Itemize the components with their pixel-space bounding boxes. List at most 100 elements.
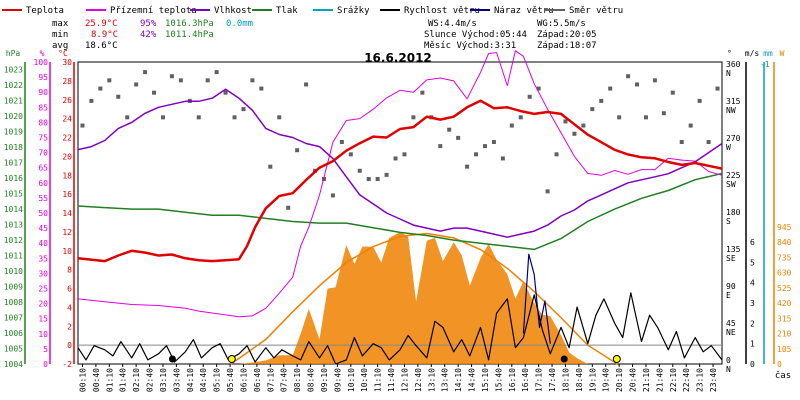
x-tick-label: 12:40 [414, 368, 423, 392]
wind-direction-point [482, 144, 487, 149]
hpa-tick: 1014 [4, 205, 23, 214]
x-tick-label: 18:10 [562, 368, 571, 392]
wind-direction-point [590, 107, 595, 112]
pct-tick: 55 [38, 194, 48, 203]
dir-name-tick: NE [726, 328, 736, 337]
pct-tick: 35 [38, 254, 48, 263]
x-tick-label: 09:40 [333, 368, 342, 392]
wind-direction-point [107, 78, 112, 83]
x-tick-label: 10:40 [360, 368, 369, 392]
legend-label-srazky: Srážky [337, 6, 370, 16]
pct-tick: 0 [43, 360, 48, 369]
stats-min-hum: 42% [140, 30, 157, 40]
sunrise-marker [227, 355, 236, 363]
x-tick-label: 07:10 [266, 368, 275, 392]
wind-direction-point [178, 78, 183, 83]
hpa-tick: 1010 [4, 267, 23, 276]
stats-panel: max 25.9°C 95% 1016.3hPa 0.0mm min 8.9°C… [52, 19, 597, 51]
temp-tick: 20 [62, 152, 72, 161]
x-tick-label: 13:10 [427, 368, 436, 392]
w-tick: 735 [777, 253, 792, 262]
mm-tick: -1 [760, 60, 770, 69]
wind-direction-point [536, 86, 541, 91]
x-tick-label: 17:10 [535, 368, 544, 392]
x-tick-label: 23:10 [696, 368, 705, 392]
wind-direction-point [241, 107, 246, 112]
series-line-naraz [522, 253, 551, 344]
legend-label-smer: Směr větru [569, 6, 623, 16]
stats-max-press: 1016.3hPa [165, 19, 214, 29]
wind-direction-point [438, 144, 443, 149]
hpa-tick: 1009 [4, 283, 23, 292]
dir-name-tick: S [726, 217, 731, 226]
wind-direction-point [509, 123, 514, 128]
wind-direction-point [670, 90, 675, 95]
pct-tick: 65 [38, 164, 48, 173]
stats-avg-temp: 18.6°C [85, 41, 118, 51]
wind-direction-point [599, 98, 604, 103]
x-tick-label: 06:40 [253, 368, 262, 392]
wind-direction-point [491, 140, 496, 144]
wind-direction-point [635, 82, 640, 87]
x-tick-label: 17:40 [548, 368, 557, 392]
wind-direction-point [402, 152, 407, 157]
wind-direction-point [554, 152, 559, 157]
dir-name-tick: W [726, 143, 731, 152]
stats-max-label: max [52, 19, 69, 29]
wind-direction-point [214, 70, 219, 75]
wind-direction-point [295, 148, 300, 153]
wind-direction-point [80, 123, 85, 128]
stats-min-temp: 8.9°C [91, 30, 118, 40]
stats-max-hum: 95% [140, 19, 157, 29]
x-tick-label: 16:10 [508, 368, 517, 392]
wind-direction-point [125, 115, 130, 120]
x-tick-label: 18:40 [575, 368, 584, 392]
wind-direction-point [259, 86, 264, 91]
wind-direction-point [98, 86, 103, 91]
ms-tick: 4 [750, 279, 755, 288]
series-line-vlhkost [77, 88, 723, 238]
wind-direction-point [465, 164, 470, 169]
ms-tick: 2 [750, 319, 755, 328]
x-tick-label: 16:40 [521, 368, 530, 392]
wind-direction-point [268, 164, 273, 169]
wind-direction-point [500, 156, 505, 161]
hpa-tick: 1015 [4, 190, 23, 199]
x-tick-label: 22:40 [682, 368, 691, 392]
x-tick-label: 11:40 [387, 368, 396, 392]
temp-tick: 6 [67, 285, 72, 294]
dir-tick: 0 [726, 356, 731, 365]
x-tick-label: 10:10 [347, 368, 356, 392]
wind-direction-point [160, 115, 165, 120]
ms-tick: 6 [750, 238, 755, 247]
pct-tick: 25 [38, 285, 48, 294]
series-line-teplota [77, 99, 723, 263]
x-tick-label: 13:40 [441, 368, 450, 392]
wind-direction-point [527, 94, 532, 99]
wind-direction-point [357, 168, 362, 173]
x-tick-label: 03:40 [172, 368, 181, 392]
ms-axis-unit: m/s [745, 49, 760, 58]
dir-name-tick: N [726, 365, 731, 374]
moonset-marker [560, 355, 568, 363]
dir-name-tick: SE [726, 254, 736, 263]
dir-tick: 45 [726, 319, 736, 328]
wind-direction-point [456, 135, 461, 140]
wind-direction-point [563, 119, 568, 124]
dir-tick: 90 [726, 282, 736, 291]
wind-direction-point [339, 140, 344, 144]
dir-name-tick: NW [726, 106, 736, 115]
hpa-tick: 1008 [4, 298, 23, 307]
legend-label-naraz: Náraz větru [494, 6, 554, 16]
temp-tick: 16 [62, 190, 72, 199]
legend-label-vlhkost: Vlhkost [214, 6, 252, 16]
wind-direction-point [250, 78, 255, 83]
sunset-marker [612, 355, 621, 363]
x-tick-label: 00:40 [92, 368, 101, 392]
wind-direction-point [304, 82, 309, 87]
wind-direction-point [652, 78, 657, 83]
dir-name-tick: SW [726, 180, 736, 189]
stats-min-press: 1011.4hPa [165, 30, 214, 40]
hpa-tick: 1006 [4, 329, 23, 338]
temp-tick: 18 [62, 171, 72, 180]
